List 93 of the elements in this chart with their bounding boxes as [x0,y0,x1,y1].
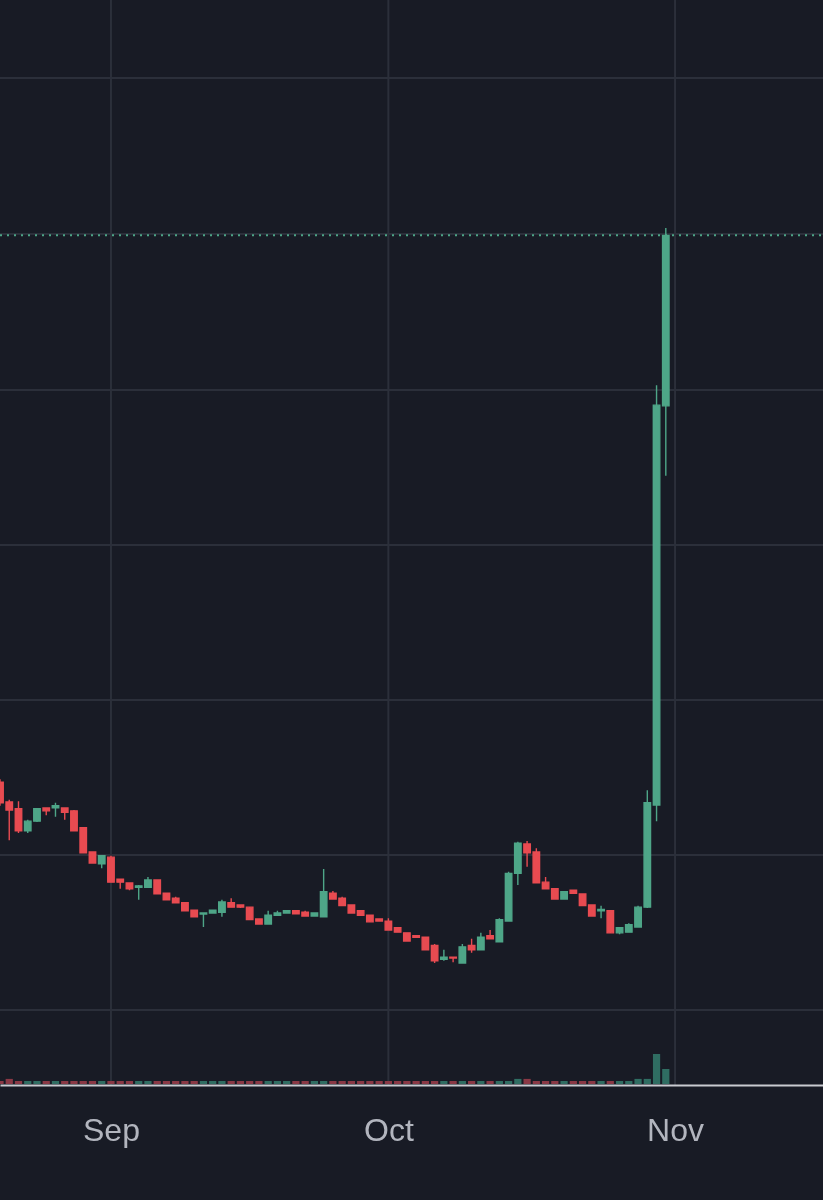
bar [347,1081,355,1084]
bar [273,1081,282,1084]
bar [514,1078,522,1084]
candlestick [199,912,208,928]
bar [292,1081,300,1084]
bar [51,1081,60,1084]
candlestick [282,910,291,914]
bar [486,1081,494,1084]
bar [458,1081,466,1084]
x-tick-label: Nov [647,1111,704,1148]
candlestick [439,949,448,962]
candlestick [42,806,51,816]
bar [283,1081,291,1084]
candlestick [310,911,319,917]
bar [135,1081,143,1084]
bar [578,1081,587,1084]
bar [662,1069,670,1084]
bar [412,1081,420,1084]
bar [70,1081,78,1084]
bar [329,1081,337,1084]
bar [98,1081,106,1084]
candlestick [319,868,328,918]
bar [246,1081,254,1084]
bar [199,1081,208,1084]
candlestick [467,938,476,954]
bar [504,1081,513,1084]
bar [588,1081,596,1084]
candlestick [569,889,578,894]
bar [144,1081,152,1084]
bar [375,1081,383,1084]
bar [227,1081,235,1084]
bar [236,1081,245,1084]
bar [301,1081,309,1084]
bar [597,1081,605,1084]
candlestick [476,932,485,951]
bar [79,1081,87,1084]
bar [440,1081,448,1084]
bar [569,1081,577,1084]
bar [338,1081,346,1084]
bar [162,1081,171,1084]
bar [357,1081,365,1084]
bar [14,1081,23,1084]
candlestick [606,909,615,934]
bar [190,1081,198,1084]
bar [421,1081,429,1084]
bar [615,1081,624,1084]
bar [394,1081,402,1084]
bar [495,1081,503,1084]
bar [532,1081,540,1084]
candlestick [449,956,458,963]
bar [560,1081,568,1084]
candlestick [597,904,605,919]
bar [643,1078,651,1084]
bar [477,1081,485,1084]
bar [320,1081,328,1084]
candlestick [495,917,504,943]
bar [634,1078,642,1084]
candlestick [51,802,60,818]
bar [42,1081,50,1084]
bar [625,1081,633,1084]
candlestick [430,943,439,964]
bar [218,1081,226,1084]
x-tick-label: Sep [83,1111,140,1148]
bar [255,1081,263,1084]
bar [33,1081,41,1084]
candlestick [153,878,162,895]
bar [606,1081,614,1084]
bar [468,1081,476,1084]
candlestick [97,854,106,869]
bar [449,1081,457,1084]
bar [209,1081,217,1084]
bar [153,1081,161,1084]
bar [88,1081,97,1084]
bar [366,1081,374,1084]
x-tick-label: Oct [363,1111,414,1148]
bar [310,1081,319,1084]
bar [403,1081,411,1084]
candlestick [560,891,569,901]
bar [384,1081,392,1084]
bar [61,1081,69,1084]
bar [264,1081,272,1084]
bar [431,1081,439,1084]
bar [523,1078,531,1084]
bar [551,1081,559,1084]
bar [116,1081,124,1084]
bar [541,1081,550,1084]
bar [125,1081,134,1084]
bar [652,1054,661,1084]
candlestick [486,929,495,940]
bar [181,1081,189,1084]
bar [24,1081,32,1084]
candlestick [458,943,467,964]
bar [172,1081,180,1084]
